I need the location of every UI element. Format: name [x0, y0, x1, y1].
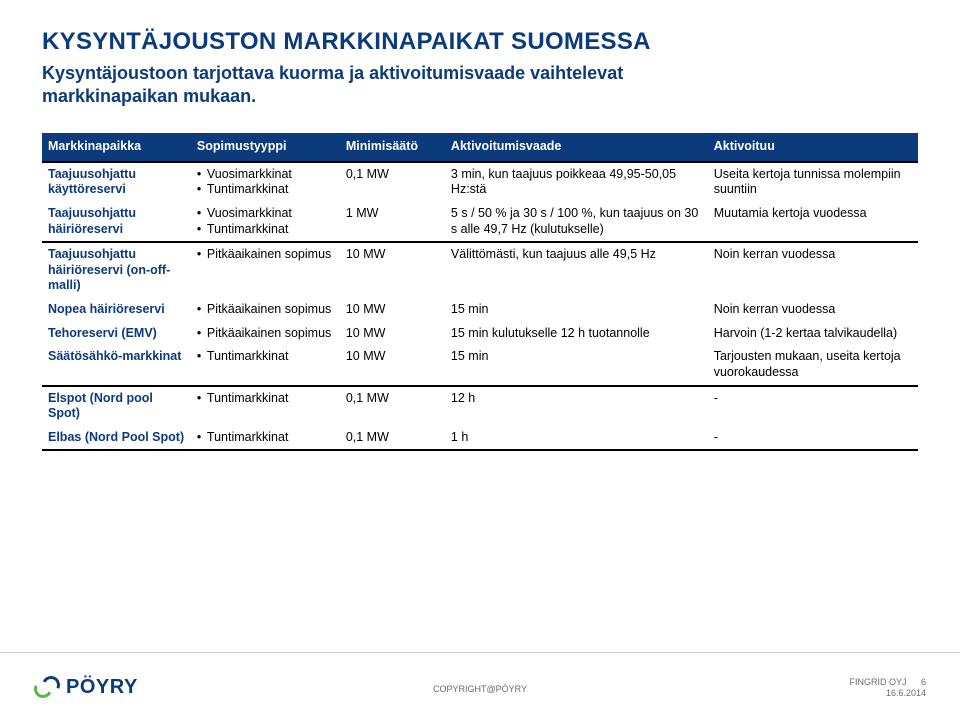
cell-sopimustyyppi: Pitkäaikainen sopimus: [191, 298, 340, 322]
cell-aktivoitumisvaade: 15 min: [445, 298, 708, 322]
markets-table: Markkinapaikka Sopimustyyppi Minimisäätö…: [42, 133, 918, 451]
cell-sopimustyyppi: VuosimarkkinatTuntimarkkinat: [191, 162, 340, 202]
contract-item: Tuntimarkkinat: [197, 430, 334, 446]
page-number: 6: [921, 677, 926, 689]
table-group: Taajuusohjattu käyttöreserviVuosimarkkin…: [42, 162, 918, 243]
table-header: Markkinapaikka Sopimustyyppi Minimisäätö…: [42, 133, 918, 162]
table-row: Taajuusohjattu häiriöreserviVuosimarkkin…: [42, 202, 918, 242]
footer-right-line1: FINGRID OYJ: [849, 677, 906, 687]
table-group: Taajuusohjattu häiriöreservi (on-off-mal…: [42, 242, 918, 385]
cell-minimisaato: 10 MW: [340, 242, 445, 298]
cell-minimisaato: 0,1 MW: [340, 386, 445, 426]
cell-aktivoituu: -: [708, 386, 918, 426]
cell-aktivoituu: Noin kerran vuodessa: [708, 242, 918, 298]
footer-right-line2: 16.6.2014: [849, 688, 926, 700]
cell-sopimustyyppi: Pitkäaikainen sopimus: [191, 242, 340, 298]
cell-sopimustyyppi: VuosimarkkinatTuntimarkkinat: [191, 202, 340, 242]
cell-markkinapaikka: Elspot (Nord pool Spot): [42, 386, 191, 426]
cell-aktivoituu: -: [708, 426, 918, 451]
contract-item: Tuntimarkkinat: [197, 349, 334, 365]
cell-minimisaato: 1 MW: [340, 202, 445, 242]
col-minimisaato: Minimisäätö: [340, 133, 445, 162]
cell-aktivoitumisvaade: 1 h: [445, 426, 708, 451]
cell-markkinapaikka: Säätösähkö-markkinat: [42, 345, 191, 385]
cell-minimisaato: 10 MW: [340, 298, 445, 322]
cell-markkinapaikka: Taajuusohjattu käyttöreservi: [42, 162, 191, 202]
cell-markkinapaikka: Nopea häiriöreservi: [42, 298, 191, 322]
logo-text: PÖYRY: [66, 676, 138, 699]
cell-aktivoitumisvaade: 12 h: [445, 386, 708, 426]
footer: PÖYRY COPYRIGHT@PÖYRY FINGRID OYJ 6 16.6…: [0, 652, 960, 712]
col-aktivoitumisvaade: Aktivoitumisvaade: [445, 133, 708, 162]
cell-aktivoituu: Harvoin (1-2 kertaa talvikaudella): [708, 322, 918, 346]
contract-item: Tuntimarkkinat: [197, 391, 334, 407]
col-aktivoituu: Aktivoituu: [708, 133, 918, 162]
contract-item: Vuosimarkkinat: [197, 206, 334, 222]
cell-markkinapaikka: Taajuusohjattu häiriöreservi: [42, 202, 191, 242]
copyright-text: COPYRIGHT@PÖYRY: [433, 684, 527, 694]
logo: PÖYRY: [34, 674, 138, 700]
col-markkinapaikka: Markkinapaikka: [42, 133, 191, 162]
poyry-logo-icon: [34, 674, 60, 700]
cell-sopimustyyppi: Tuntimarkkinat: [191, 426, 340, 451]
contract-item: Pitkäaikainen sopimus: [197, 326, 334, 342]
footer-right: FINGRID OYJ 6 16.6.2014: [849, 677, 926, 700]
table-row: Nopea häiriöreservi Pitkäaikainen sopimus…: [42, 298, 918, 322]
cell-aktivoitumisvaade: 15 min: [445, 345, 708, 385]
contract-item: Pitkäaikainen sopimus: [197, 302, 334, 318]
cell-sopimustyyppi: Pitkäaikainen sopimus: [191, 322, 340, 346]
contract-item: Tuntimarkkinat: [197, 222, 334, 238]
cell-sopimustyyppi: Tuntimarkkinat: [191, 345, 340, 385]
cell-markkinapaikka: Tehoreservi (EMV): [42, 322, 191, 346]
cell-aktivoituu: Muutamia kertoja vuodessa: [708, 202, 918, 242]
col-sopimustyyppi: Sopimustyyppi: [191, 133, 340, 162]
table-row: Säätösähkö-markkinat Tuntimarkkinat 10 MW1…: [42, 345, 918, 385]
cell-minimisaato: 0,1 MW: [340, 426, 445, 451]
contract-item: Pitkäaikainen sopimus: [197, 247, 334, 263]
cell-aktivoitumisvaade: 3 min, kun taajuus poikkeaa 49,95-50,05 …: [445, 162, 708, 202]
table-row: Taajuusohjattu häiriöreservi (on-off-mal…: [42, 242, 918, 298]
table-row: Taajuusohjattu käyttöreserviVuosimarkkin…: [42, 162, 918, 202]
page-title: KYSYNTÄJOUSTON MARKKINAPAIKAT SUOMESSA: [42, 28, 918, 56]
slide: KYSYNTÄJOUSTON MARKKINAPAIKAT SUOMESSA K…: [0, 0, 960, 712]
cell-markkinapaikka: Elbas (Nord Pool Spot): [42, 426, 191, 451]
cell-minimisaato: 10 MW: [340, 345, 445, 385]
contract-item: Tuntimarkkinat: [197, 182, 334, 198]
cell-markkinapaikka: Taajuusohjattu häiriöreservi (on-off-mal…: [42, 242, 191, 298]
cell-aktivoituu: Tarjousten mukaan, useita kertoja vuorok…: [708, 345, 918, 385]
table-row: Elspot (Nord pool Spot) Tuntimarkkinat 0,1…: [42, 386, 918, 426]
cell-aktivoitumisvaade: 5 s / 50 % ja 30 s / 100 %, kun taajuus …: [445, 202, 708, 242]
contract-item: Vuosimarkkinat: [197, 167, 334, 183]
table-row: Tehoreservi (EMV) Pitkäaikainen sopimus 10…: [42, 322, 918, 346]
table-row: Elbas (Nord Pool Spot) Tuntimarkkinat 0,1 …: [42, 426, 918, 451]
cell-sopimustyyppi: Tuntimarkkinat: [191, 386, 340, 426]
cell-aktivoituu: Noin kerran vuodessa: [708, 298, 918, 322]
table-group: Elspot (Nord pool Spot) Tuntimarkkinat 0,1…: [42, 386, 918, 451]
cell-aktivoitumisvaade: 15 min kulutukselle 12 h tuotannolle: [445, 322, 708, 346]
cell-minimisaato: 0,1 MW: [340, 162, 445, 202]
cell-minimisaato: 10 MW: [340, 322, 445, 346]
page-subtitle: Kysyntäjoustoon tarjottava kuorma ja akt…: [42, 62, 762, 107]
cell-aktivoituu: Useita kertoja tunnissa molempiin suunti…: [708, 162, 918, 202]
cell-aktivoitumisvaade: Välittömästi, kun taajuus alle 49,5 Hz: [445, 242, 708, 298]
